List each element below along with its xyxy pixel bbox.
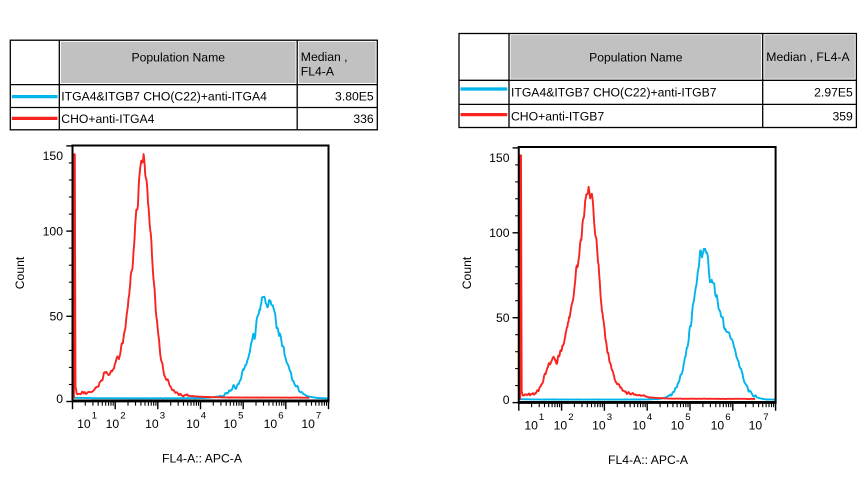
svg-text:10: 10 <box>554 419 568 433</box>
svg-text:359: 359 <box>832 109 853 123</box>
svg-text:2.97E5: 2.97E5 <box>814 86 853 100</box>
svg-text:4: 4 <box>201 411 207 422</box>
svg-text:100: 100 <box>489 226 510 240</box>
svg-text:10: 10 <box>106 417 120 431</box>
svg-text:3: 3 <box>607 412 612 423</box>
svg-text:2: 2 <box>568 412 573 423</box>
svg-text:4: 4 <box>647 412 653 423</box>
svg-text:150: 150 <box>43 149 64 163</box>
svg-text:Median ,: Median , <box>301 50 348 64</box>
svg-text:Count: Count <box>13 256 27 289</box>
svg-text:7: 7 <box>763 412 768 423</box>
svg-text:2: 2 <box>120 411 125 422</box>
svg-text:CHO+anti-ITGA4: CHO+anti-ITGA4 <box>61 112 154 126</box>
svg-text:CHO+anti-ITGB7: CHO+anti-ITGB7 <box>511 109 604 123</box>
svg-text:FL4-A:: APC-A: FL4-A:: APC-A <box>608 453 689 467</box>
svg-text:100: 100 <box>43 225 64 239</box>
svg-text:ITGA4&ITGB7 CHO(C22)+anti-ITGB: ITGA4&ITGB7 CHO(C22)+anti-ITGB7 <box>511 86 717 100</box>
svg-text:50: 50 <box>496 311 510 325</box>
svg-text:ITGA4&ITGB7 CHO(C22)+anti-ITGA: ITGA4&ITGB7 CHO(C22)+anti-ITGA4 <box>61 89 267 103</box>
svg-text:5: 5 <box>685 412 690 423</box>
svg-text:Population Name: Population Name <box>589 50 683 64</box>
svg-text:Population Name: Population Name <box>132 50 226 64</box>
svg-text:336: 336 <box>353 112 374 126</box>
svg-text:1: 1 <box>92 411 97 422</box>
svg-text:3.80E5: 3.80E5 <box>335 89 374 103</box>
svg-text:10: 10 <box>301 417 315 431</box>
svg-text:10: 10 <box>186 417 200 431</box>
svg-text:10: 10 <box>524 419 538 433</box>
svg-text:10: 10 <box>671 419 685 433</box>
svg-text:6: 6 <box>278 411 283 422</box>
svg-text:0: 0 <box>56 392 63 406</box>
svg-text:Count: Count <box>460 256 474 289</box>
svg-text:10: 10 <box>632 419 646 433</box>
svg-text:Median , FL4-A: Median , FL4-A <box>766 50 850 64</box>
svg-text:10: 10 <box>264 417 278 431</box>
svg-text:FL4-A: FL4-A <box>301 65 335 79</box>
svg-text:6: 6 <box>725 412 730 423</box>
svg-text:0: 0 <box>503 393 510 407</box>
svg-text:10: 10 <box>711 419 725 433</box>
svg-text:10: 10 <box>749 419 763 433</box>
svg-text:3: 3 <box>160 411 165 422</box>
svg-text:5: 5 <box>238 411 243 422</box>
svg-text:1: 1 <box>539 412 544 423</box>
svg-text:FL4-A:: APC-A: FL4-A:: APC-A <box>162 451 243 465</box>
svg-text:10: 10 <box>145 417 159 431</box>
svg-text:10: 10 <box>77 417 91 431</box>
svg-text:10: 10 <box>224 417 238 431</box>
svg-text:7: 7 <box>316 411 321 422</box>
svg-text:50: 50 <box>49 310 63 324</box>
svg-text:150: 150 <box>489 151 510 165</box>
svg-text:10: 10 <box>592 419 606 433</box>
